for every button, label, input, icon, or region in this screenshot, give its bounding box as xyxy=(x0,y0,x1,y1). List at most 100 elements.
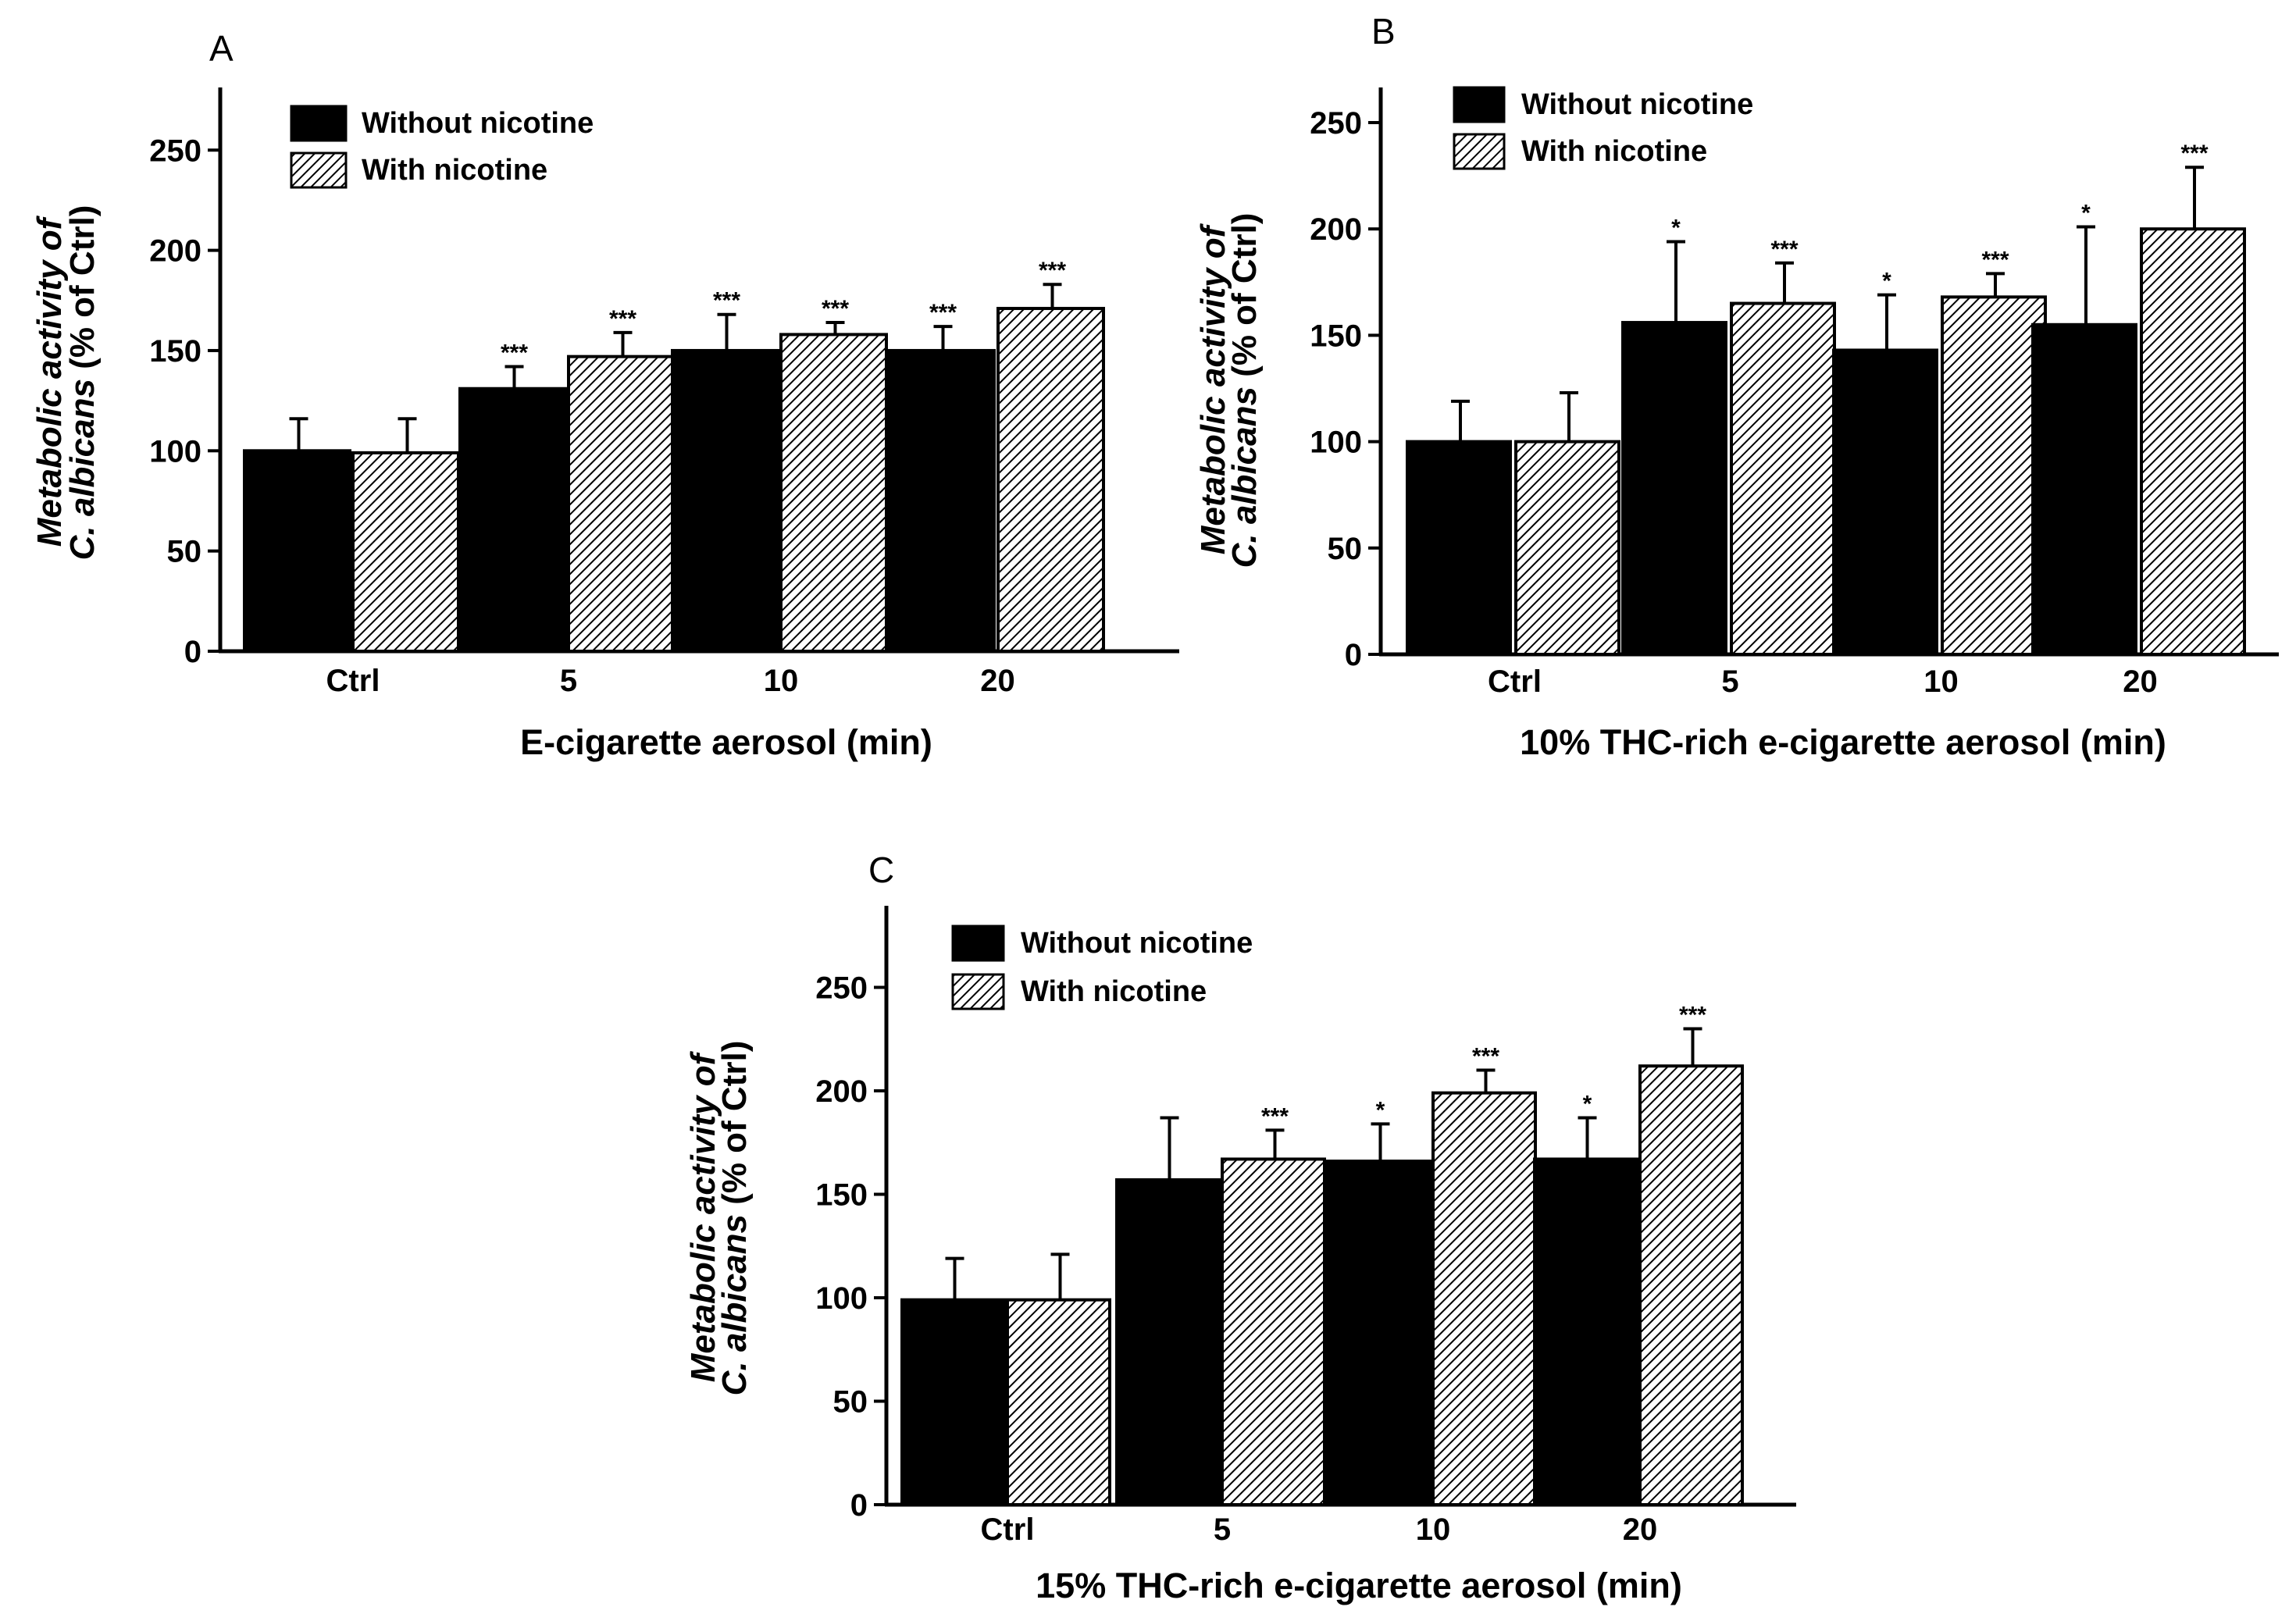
y-tick-label: 150 xyxy=(815,1178,868,1213)
x-category-label: 20 xyxy=(1623,1512,1658,1547)
significance-marker: *** xyxy=(1039,258,1066,283)
y-axis-title-units: (% of Ctrl) xyxy=(1225,213,1264,387)
bar-without-nicotine-3 xyxy=(887,348,996,653)
legend-label-with-nicotine: With nicotine xyxy=(362,154,547,187)
chart-panel-a: A 0 50 100 150 200 250 Ctrl *** *** 5 *** *** 10 *** **… xyxy=(30,28,1179,762)
y-tick-label: 150 xyxy=(149,334,201,369)
bar-with-nicotine-2 xyxy=(1941,295,2047,656)
significance-marker: *** xyxy=(822,296,849,322)
legend: Without nicotine With nicotine xyxy=(1453,86,1753,170)
significance-marker: *** xyxy=(1472,1044,1499,1070)
bar-without-nicotine-1 xyxy=(458,387,567,653)
significance-marker: * xyxy=(1882,269,1891,294)
chart-panel-c: C050100150200250Ctrl***5****10****2015% … xyxy=(684,850,1796,1605)
x-axis-title: 10% THC-rich e-cigarette aerosol (min) xyxy=(1520,722,2166,762)
legend: Without nicotine With nicotine xyxy=(290,105,594,189)
x-category-label: 10 xyxy=(1923,664,1959,699)
significance-marker: *** xyxy=(609,306,636,332)
significance-marker: *** xyxy=(1679,1003,1706,1028)
x-category-label: 5 xyxy=(1721,664,1738,699)
x-category-label: 10 xyxy=(1416,1512,1451,1547)
y-axis-title-species: C. albicans xyxy=(1225,387,1264,568)
y-axis-title-line1: Metabolic activity of xyxy=(30,215,69,547)
x-category-label: 20 xyxy=(980,664,1015,698)
y-tick-label: 250 xyxy=(1310,106,1362,141)
significance-marker: *** xyxy=(1261,1103,1289,1129)
x-axis-title: E-cigarette aerosol (min) xyxy=(520,722,932,762)
legend-swatch-without-nicotine xyxy=(290,105,348,142)
significance-marker: * xyxy=(2081,200,2091,226)
y-tick-label: 250 xyxy=(815,971,868,1006)
x-category-label: Ctrl xyxy=(326,664,380,698)
y-tick-label: 50 xyxy=(833,1385,868,1420)
y-tick-label: 250 xyxy=(149,134,201,168)
significance-marker: *** xyxy=(501,340,528,365)
significance-marker: *** xyxy=(2180,141,2208,166)
y-tick-label: 200 xyxy=(149,234,201,269)
y-tick-label: 100 xyxy=(149,434,201,469)
bar-without-nicotine-1 xyxy=(1621,321,1727,656)
legend-swatch-with-nicotine xyxy=(951,973,1005,1010)
bar-without-nicotine-3 xyxy=(1533,1157,1638,1506)
legend-label-without-nicotine: Without nicotine xyxy=(1521,88,1753,121)
bar-with-nicotine-3 xyxy=(2140,227,2246,656)
bar-with-nicotine-0 xyxy=(1006,1298,1111,1507)
bar-with-nicotine-2 xyxy=(779,333,888,653)
y-axis-title-line2: C. albicans (% of Ctrl) xyxy=(715,1041,754,1396)
bar-with-nicotine-2 xyxy=(1431,1091,1537,1506)
legend-label-without-nicotine: Without nicotine xyxy=(362,107,594,140)
bar-without-nicotine-2 xyxy=(1832,348,1938,656)
legend-swatch-without-nicotine xyxy=(951,925,1005,962)
significance-marker: *** xyxy=(1981,247,2009,273)
y-axis-title-species: C. albicans xyxy=(63,379,102,560)
bar-without-nicotine-2 xyxy=(1326,1160,1431,1506)
y-tick-label: 100 xyxy=(1310,426,1362,460)
significance-marker: * xyxy=(1376,1097,1385,1123)
chart-panel-b: B050100150200250Ctrl****5****10****2010%… xyxy=(1194,11,2279,762)
x-category-label: 5 xyxy=(560,664,577,698)
bar-with-nicotine-0 xyxy=(351,451,460,653)
legend-label-with-nicotine: With nicotine xyxy=(1021,975,1207,1008)
significance-marker: *** xyxy=(713,288,740,314)
bar-with-nicotine-0 xyxy=(1514,440,1620,656)
bar-without-nicotine-0 xyxy=(1406,440,1512,656)
bar-with-nicotine-3 xyxy=(996,307,1105,653)
x-category-label: 20 xyxy=(2123,664,2158,699)
y-tick-label: 0 xyxy=(184,635,201,669)
bar-with-nicotine-3 xyxy=(1638,1064,1744,1506)
y-axis-title-line2: C. albicans (% of Ctrl) xyxy=(63,205,102,561)
y-axis-title-units: (% of Ctrl) xyxy=(63,205,102,379)
x-category-label: Ctrl xyxy=(981,1512,1035,1547)
y-tick-label: 150 xyxy=(1310,319,1362,353)
bar-without-nicotine-1 xyxy=(1115,1178,1221,1506)
legend-label-without-nicotine: Without nicotine xyxy=(1021,927,1253,960)
y-tick-label: 50 xyxy=(1328,532,1363,566)
y-tick-label: 0 xyxy=(1345,638,1362,672)
bar-with-nicotine-1 xyxy=(1221,1157,1326,1506)
y-tick-label: 200 xyxy=(1310,212,1362,247)
bar-without-nicotine-0 xyxy=(900,1298,1006,1507)
y-axis-title-line1: Metabolic activity of xyxy=(684,1050,722,1382)
legend-swatch-with-nicotine xyxy=(290,151,348,189)
bar-without-nicotine-3 xyxy=(2031,322,2137,656)
y-axis-title-units: (% of Ctrl) xyxy=(715,1041,754,1214)
panel-letter: A xyxy=(209,28,234,69)
y-axis-title-line2: C. albicans (% of Ctrl) xyxy=(1225,213,1264,568)
y-tick-label: 200 xyxy=(815,1074,868,1109)
y-axis-title-line1: Metabolic activity of xyxy=(1194,223,1232,554)
significance-marker: *** xyxy=(929,300,957,326)
x-axis-title: 15% THC-rich e-cigarette aerosol (min) xyxy=(1036,1566,1682,1605)
legend-label-with-nicotine: With nicotine xyxy=(1521,135,1707,168)
legend-swatch-without-nicotine xyxy=(1453,86,1506,123)
significance-marker: *** xyxy=(1770,237,1798,262)
bar-without-nicotine-2 xyxy=(671,348,779,653)
legend: Without nicotine With nicotine xyxy=(951,925,1253,1010)
panel-letter: C xyxy=(868,850,894,890)
bar-without-nicotine-0 xyxy=(243,449,351,653)
panel-letter: B xyxy=(1371,11,1396,52)
y-tick-label: 0 xyxy=(850,1488,868,1523)
y-tick-label: 100 xyxy=(815,1281,868,1316)
x-category-label: 5 xyxy=(1214,1512,1231,1547)
y-axis-title-species: C. albicans xyxy=(715,1214,754,1395)
